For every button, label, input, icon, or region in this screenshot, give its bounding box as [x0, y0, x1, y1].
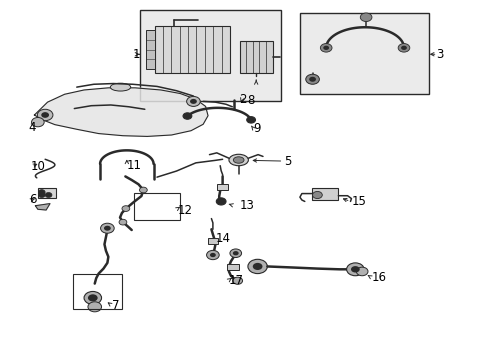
Bar — [207, 238, 218, 244]
Bar — [227, 264, 239, 270]
Circle shape — [320, 44, 331, 52]
Text: 17: 17 — [228, 274, 244, 287]
Circle shape — [31, 117, 44, 127]
Ellipse shape — [110, 83, 130, 91]
Circle shape — [216, 198, 225, 205]
Circle shape — [41, 112, 49, 118]
Text: 2: 2 — [238, 93, 245, 106]
Circle shape — [88, 302, 102, 312]
Ellipse shape — [228, 154, 248, 166]
Circle shape — [232, 277, 242, 284]
Text: 15: 15 — [351, 195, 366, 208]
Circle shape — [37, 109, 53, 121]
Circle shape — [397, 44, 409, 52]
Circle shape — [186, 96, 200, 107]
Text: 13: 13 — [239, 199, 254, 212]
Circle shape — [183, 113, 191, 119]
Circle shape — [45, 193, 52, 198]
Circle shape — [232, 251, 238, 255]
Circle shape — [119, 219, 126, 225]
Bar — [140, 10, 281, 101]
Text: 16: 16 — [371, 271, 386, 284]
Circle shape — [356, 267, 367, 276]
Bar — [154, 26, 229, 73]
Text: 3: 3 — [436, 48, 443, 61]
Text: 1: 1 — [132, 48, 140, 61]
Text: 5: 5 — [284, 155, 291, 168]
Bar — [311, 188, 338, 200]
Circle shape — [209, 253, 215, 257]
Text: 6: 6 — [30, 193, 37, 206]
Bar — [239, 41, 272, 73]
Circle shape — [229, 249, 241, 257]
Circle shape — [88, 294, 98, 301]
Circle shape — [122, 206, 129, 211]
Circle shape — [38, 190, 45, 195]
Bar — [300, 13, 428, 94]
Circle shape — [360, 13, 371, 22]
Text: 7: 7 — [112, 298, 120, 311]
Circle shape — [308, 77, 315, 82]
Circle shape — [101, 223, 114, 233]
Bar — [38, 188, 56, 198]
Circle shape — [206, 250, 219, 260]
Text: 4: 4 — [28, 121, 36, 134]
Circle shape — [323, 46, 328, 50]
Text: 14: 14 — [215, 233, 230, 246]
Text: 10: 10 — [30, 160, 45, 173]
Circle shape — [104, 226, 111, 231]
Circle shape — [346, 263, 364, 276]
Circle shape — [350, 266, 359, 273]
Circle shape — [252, 263, 262, 270]
Circle shape — [139, 187, 147, 193]
Bar — [145, 30, 154, 69]
Circle shape — [312, 192, 322, 199]
Text: 9: 9 — [253, 122, 261, 135]
Circle shape — [400, 46, 406, 50]
Circle shape — [190, 99, 197, 104]
Circle shape — [305, 74, 319, 84]
Circle shape — [38, 193, 45, 198]
Circle shape — [246, 117, 255, 123]
Circle shape — [84, 292, 102, 304]
Circle shape — [247, 259, 267, 274]
Polygon shape — [34, 88, 207, 136]
Polygon shape — [35, 203, 50, 210]
Ellipse shape — [233, 157, 244, 163]
Bar — [133, 193, 180, 220]
Text: 12: 12 — [177, 204, 192, 217]
Bar — [217, 184, 227, 190]
Text: 11: 11 — [126, 159, 142, 172]
Text: 8: 8 — [247, 94, 254, 107]
Bar — [73, 274, 122, 309]
